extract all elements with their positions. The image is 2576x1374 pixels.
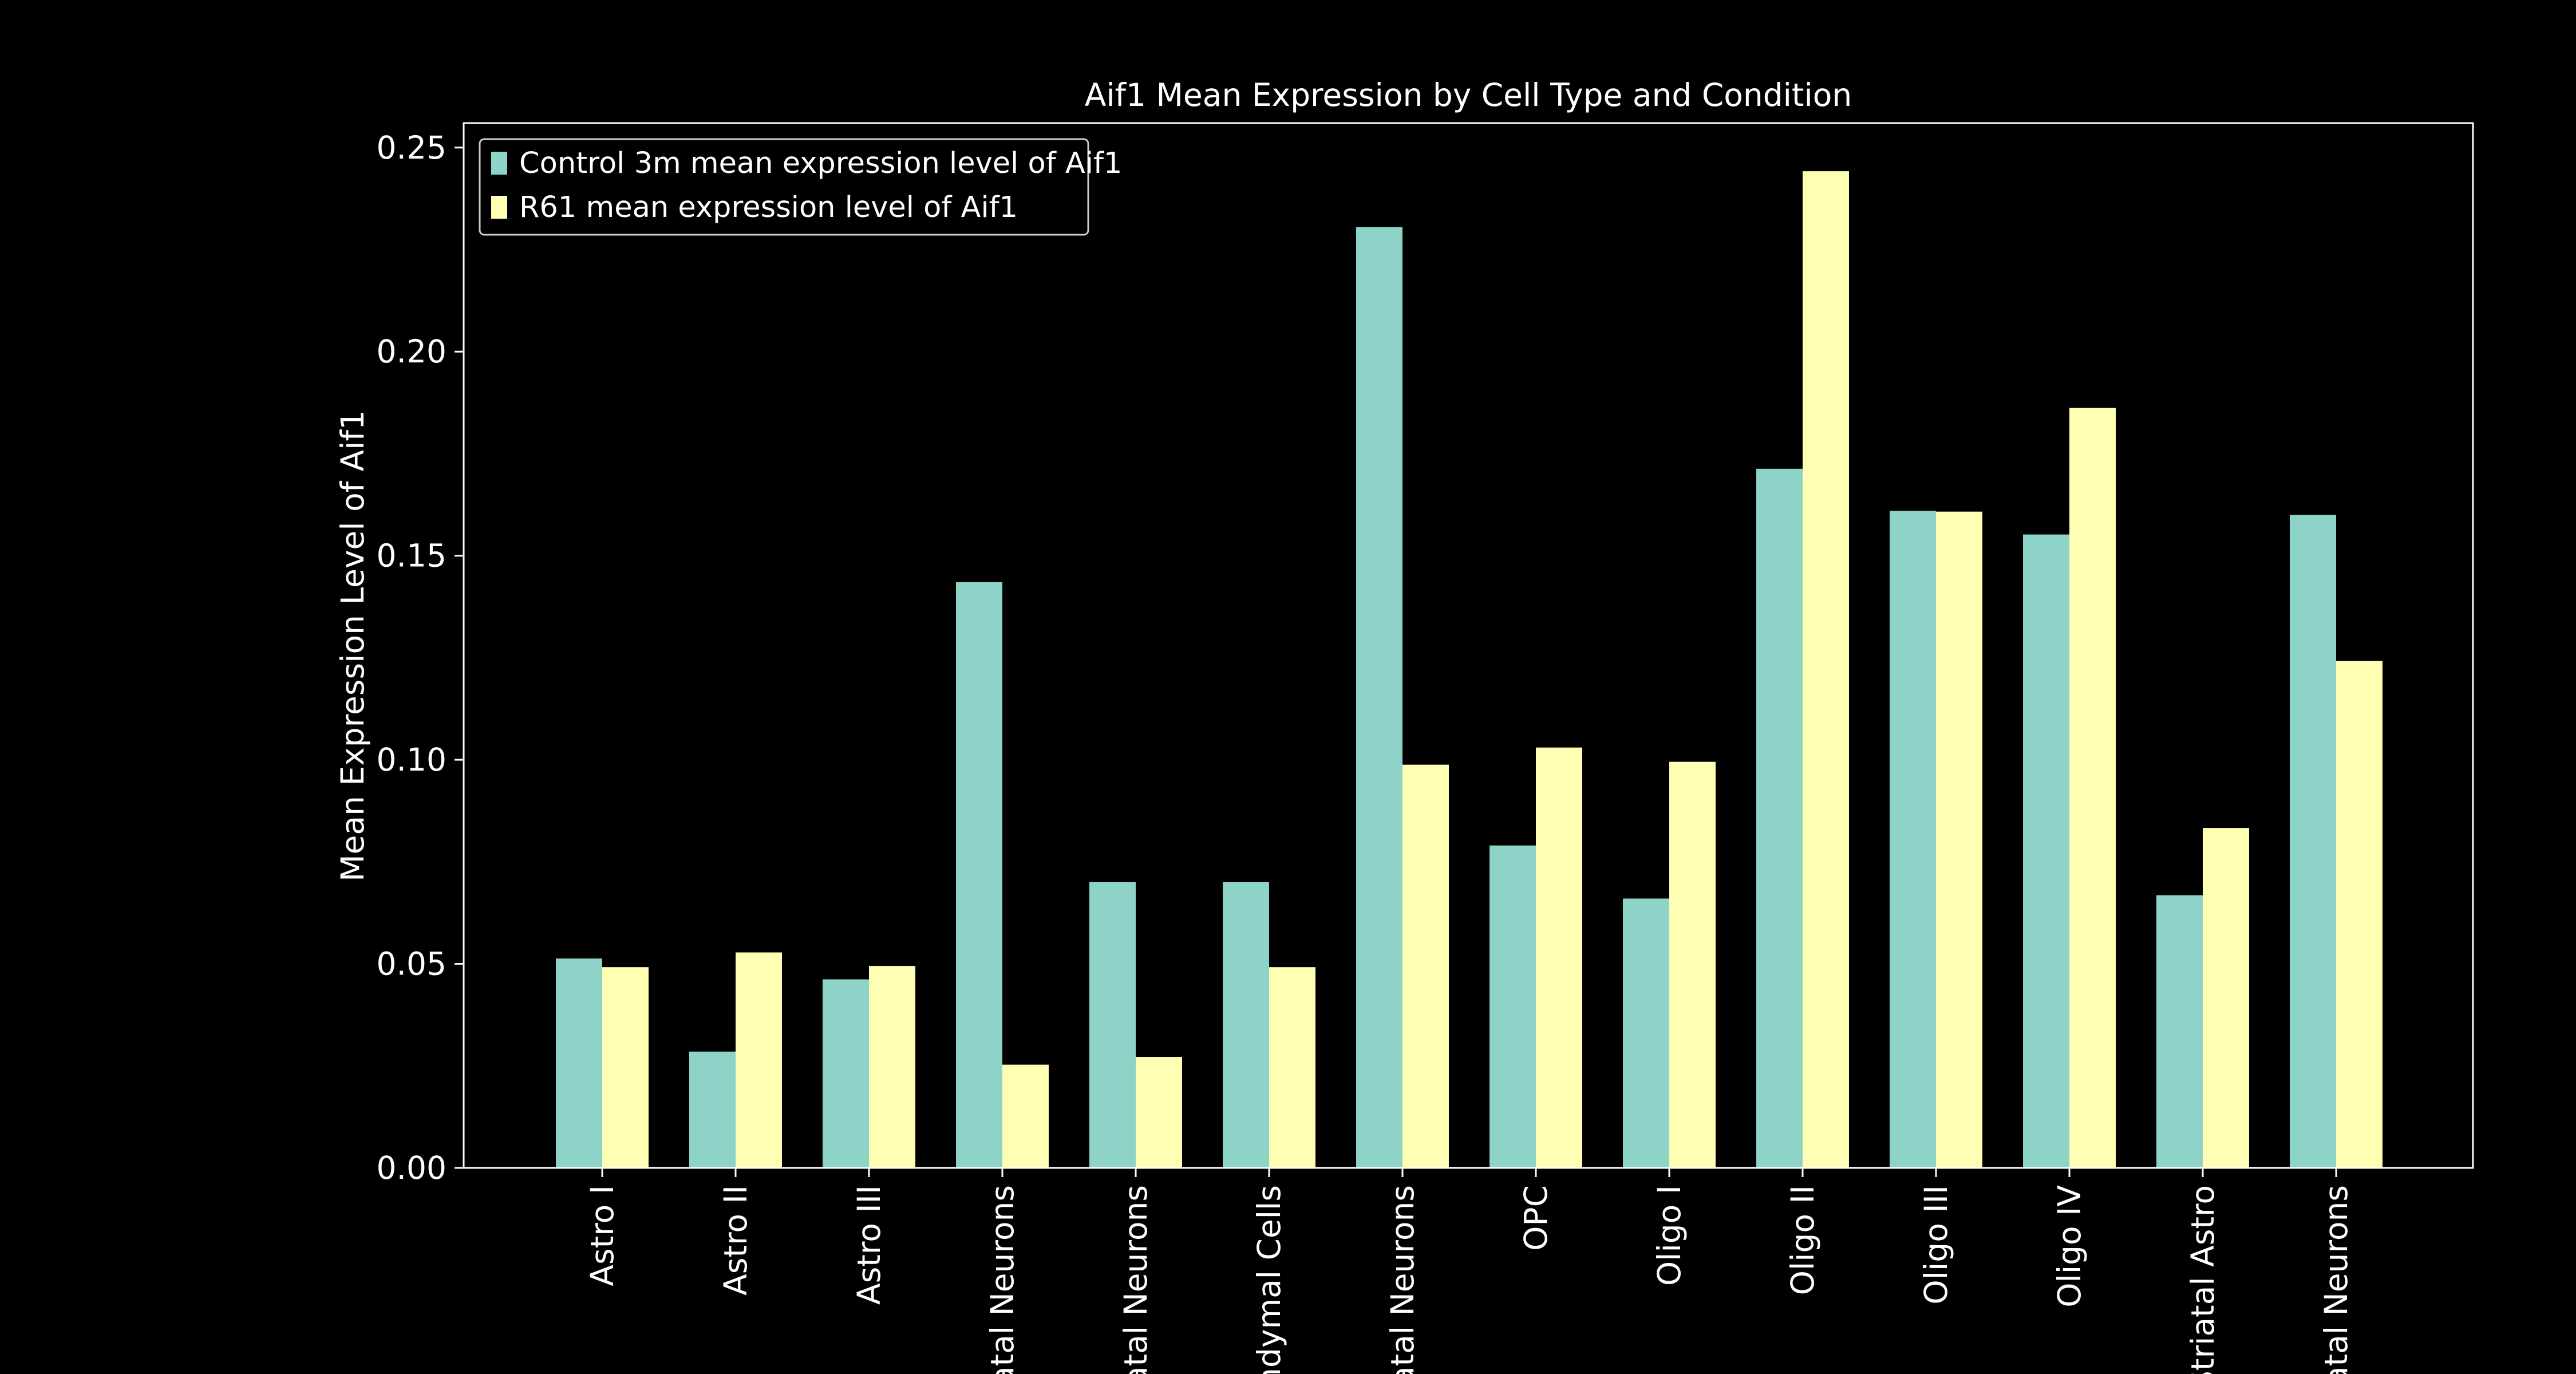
bar-control-13 <box>2290 515 2336 1168</box>
x-tick-label: Oligo II <box>1784 1185 1821 1295</box>
legend-label-control: Control 3m mean expression level of Aif1 <box>519 147 1122 180</box>
x-tick-label: Astro I <box>584 1185 621 1286</box>
bar-r61-10 <box>1936 511 1982 1168</box>
y-tick-label: 0.15 <box>377 538 447 574</box>
y-tick-label: 0.20 <box>377 333 447 370</box>
x-tick-label: Oligo III <box>1918 1185 1954 1305</box>
bar-r61-0 <box>602 967 649 1168</box>
bar-control-6 <box>1356 227 1402 1168</box>
bars-layer <box>556 171 2383 1168</box>
bar-r61-1 <box>736 952 782 1168</box>
bar-control-2 <box>823 979 869 1168</box>
x-tick-label: Oligo IV <box>2051 1185 2088 1308</box>
bar-control-1 <box>689 1051 736 1168</box>
x-tick-label: ndymal Cells <box>1251 1185 1287 1374</box>
legend-label-r61: R61 mean expression level of Aif1 <box>519 191 1018 224</box>
bar-control-11 <box>2023 534 2069 1168</box>
plot-frame <box>463 122 2474 1169</box>
y-axis: 0.00 0.05 0.10 0.15 0.20 0.25 <box>377 129 464 1186</box>
x-tick-label: atal Neurons <box>1117 1185 1154 1374</box>
y-tick-label: 0.05 <box>377 946 447 982</box>
bar-control-7 <box>1490 845 1536 1168</box>
y-tick-label: 0.25 <box>377 129 447 166</box>
bar-control-5 <box>1223 882 1269 1168</box>
bar-r61-2 <box>869 966 915 1168</box>
x-tick-label: Astro III <box>851 1185 887 1305</box>
bar-r61-9 <box>1803 171 1849 1168</box>
bar-control-9 <box>1756 468 1803 1168</box>
bar-r61-13 <box>2336 661 2383 1168</box>
x-tick-label: atal Neurons <box>984 1185 1021 1374</box>
x-axis: Astro I Astro II Astro III atal Neurons atal… <box>584 1168 2354 1374</box>
bar-control-8 <box>1623 898 1669 1168</box>
y-tick-label: 0.00 <box>377 1150 447 1186</box>
legend: Control 3m mean expression level of Aif1… <box>479 138 1122 236</box>
legend-box <box>479 138 1089 236</box>
bar-r61-3 <box>1002 1064 1049 1168</box>
bar-r61-7 <box>1536 747 1582 1168</box>
bar-control-0 <box>556 958 602 1168</box>
bar-r61-12 <box>2203 828 2249 1168</box>
bar-control-3 <box>956 582 1002 1168</box>
x-tick-label: Oligo I <box>1651 1185 1688 1286</box>
chart-title: Aif1 Mean Expression by Cell Type and Co… <box>1085 77 1852 113</box>
bar-r61-5 <box>1269 967 1315 1168</box>
x-tick-label: Striatal Astro <box>2184 1185 2221 1374</box>
bar-r61-8 <box>1669 761 1716 1168</box>
bar-control-10 <box>1890 511 1936 1168</box>
bar-control-4 <box>1089 882 1136 1168</box>
bar-r61-4 <box>1136 1057 1182 1168</box>
x-tick-label: atal Neurons <box>2318 1185 2354 1374</box>
bar-control-12 <box>2156 895 2203 1168</box>
legend-swatch-control <box>491 152 507 175</box>
x-tick-label: Astro II <box>717 1185 754 1296</box>
bar-r61-6 <box>1402 764 1449 1168</box>
x-tick-label: atal Neurons <box>1384 1185 1421 1374</box>
y-tick-label: 0.10 <box>377 741 447 778</box>
legend-swatch-r61 <box>491 196 507 219</box>
y-axis-label: Mean Expression Level of Aif1 <box>334 410 371 882</box>
x-tick-label: OPC <box>1518 1185 1554 1251</box>
bar-r61-11 <box>2069 408 2116 1168</box>
